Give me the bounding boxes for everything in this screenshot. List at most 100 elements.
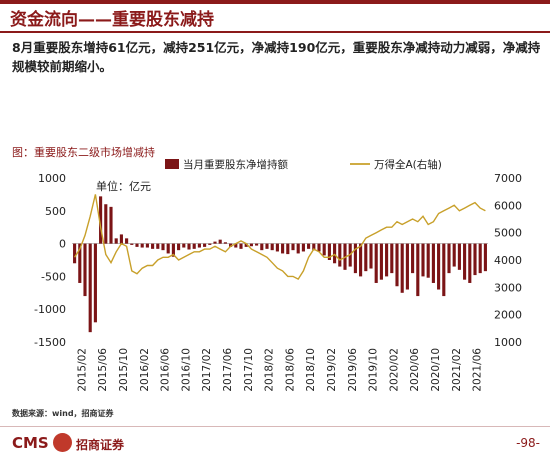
chart-svg: 10005000-500-1000-1500700060005000400030… [34,158,522,392]
bar-mark [452,243,456,267]
bar-mark [333,243,337,264]
bar-mark [379,243,383,280]
bar-mark [177,243,181,251]
bar-mark [119,234,123,244]
bar-mark [244,243,248,247]
bar-mark [109,206,113,244]
brand-emblem-icon [53,433,72,452]
x-tick-label: 2017/02 [201,348,213,392]
bar-mark [145,243,149,248]
bar-mark [301,243,305,252]
left-tick-label: -1000 [34,303,66,316]
bar-mark [483,243,487,272]
legend-bar-swatch [165,159,179,169]
bar-mark [213,241,217,244]
bar-mark [322,243,326,256]
bar-mark [359,243,363,277]
bar-mark [208,243,212,245]
brand-name-cn: 招商证券 [76,438,125,452]
chart-container: 1000 500 0 -500 -1000 -1500 7000 6000 5000 4000 30… [10,158,540,418]
bar-mark [140,243,144,248]
x-tick-label: 2021/06 [472,348,484,392]
bar-mark [400,243,404,293]
bar-mark [416,243,420,297]
bar-mark [327,243,331,260]
bar-mark [338,243,342,267]
x-tick-label: 2017/06 [222,348,234,392]
bar-mark [234,243,238,248]
bar-mark [463,243,467,280]
x-tick-label: 2020/10 [430,348,442,392]
lead-paragraph: 8月重要股东增持61亿元，减持251亿元，净减持190亿元，重要股东净减持动力减… [12,40,541,74]
x-tick-label: 2015/06 [97,348,109,392]
bar-mark [161,243,165,251]
page-number: -98- [516,436,540,450]
bar-mark [166,243,170,254]
left-tick-label: -1500 [34,336,66,349]
x-tick-label: 2019/06 [347,348,359,392]
bar-mark [468,243,472,283]
bar-mark [99,196,103,244]
figure-caption: 图：重要股东二级市场增减持 [12,146,155,159]
title-underline [0,31,550,33]
bar-mark [364,243,368,272]
brand-logo-text: CMS [12,434,49,452]
bar-mark [197,243,201,248]
legend-line-label: 万得全A(右轴) [374,158,442,171]
bar-mark [478,243,482,274]
bar-mark [104,204,108,244]
bar-mark [390,243,394,274]
bar-mark [275,243,279,252]
bar-mark [83,243,87,297]
right-tick-label: 1000 [494,336,522,349]
right-tick-label: 4000 [494,254,522,267]
bar-mark [265,243,269,249]
bar-mark [260,243,264,251]
bar-mark [93,243,97,323]
bar-mark [457,243,461,270]
bar-mark [156,243,160,249]
bar-mark [187,243,191,250]
bar-mark [369,243,373,269]
right-tick-label: 6000 [494,199,522,212]
bar-mark [135,243,139,247]
bar-mark [405,243,409,290]
bar-mark [270,243,274,251]
bar-mark [473,243,477,276]
bar-mark [426,243,430,278]
legend-bar-label: 当月重要股东净增持额 [183,158,288,171]
bar-mark [317,243,321,252]
bar-mark [203,243,207,247]
bar-mark [130,243,134,245]
slide-title: 资金流向——重要股东减持 [10,10,214,30]
bar-mark [421,243,425,277]
bar-mark [281,243,285,254]
bar-mark [353,243,357,274]
right-tick-label: 3000 [494,281,522,294]
right-tick-label: 7000 [494,172,522,185]
bar-mark [171,243,175,257]
x-tick-label: 2018/02 [264,348,276,392]
right-tick-label: 2000 [494,309,522,322]
x-tick-label: 2021/02 [451,348,463,392]
bar-mark [192,243,196,249]
x-tick-label: 2020/02 [388,348,400,392]
x-tick-label: 2020/06 [409,348,421,392]
source-note: 数据来源：wind，招商证券 [12,409,114,418]
x-tick-label: 2018/10 [305,348,317,392]
bar-mark [182,243,186,248]
x-tick-label: 2019/02 [326,348,338,392]
bar-mark [78,243,82,283]
bar-mark [437,243,441,290]
bar-mark [114,238,118,244]
x-tick-label: 2018/06 [284,348,296,392]
bar-mark [229,243,233,247]
x-tick-label: 2015/02 [76,348,88,392]
bar-mark [431,243,435,283]
left-tick-label: -500 [41,270,66,283]
x-tick-label: 2016/02 [139,348,151,392]
bar-mark [447,243,451,274]
index-line [74,194,486,281]
bar-mark [442,243,446,297]
left-tick-label: 0 [59,238,66,251]
